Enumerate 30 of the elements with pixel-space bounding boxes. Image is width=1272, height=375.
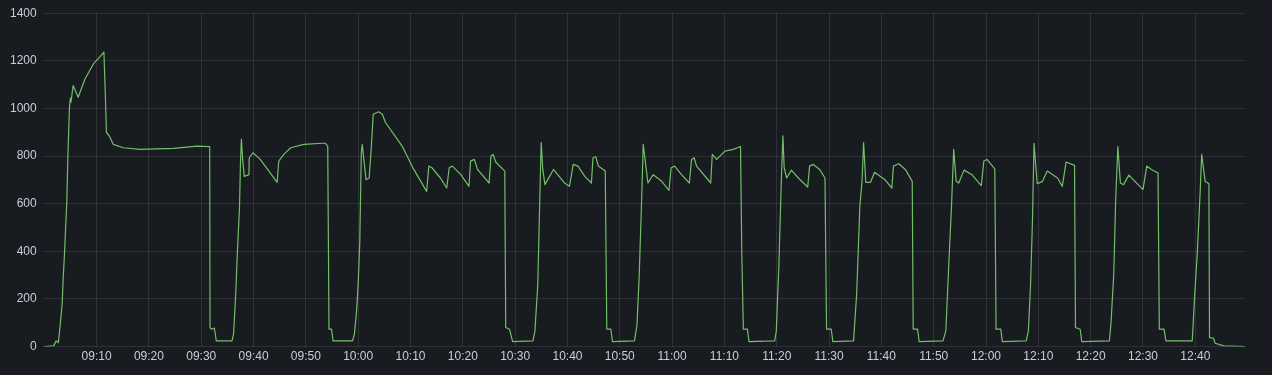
y-tick-label: 400 xyxy=(16,243,38,258)
x-tick-label: 09:10 xyxy=(81,349,112,364)
x-tick-label: 10:30 xyxy=(500,349,531,364)
x-tick-label: 10:40 xyxy=(552,349,583,364)
y-tick-label: 0 xyxy=(30,338,38,353)
x-tick-label: 10:50 xyxy=(604,349,636,364)
x-tick-label: 12:30 xyxy=(1127,349,1159,364)
x-tick-label: 12:20 xyxy=(1075,349,1106,364)
x-tick-label: 12:10 xyxy=(1023,349,1054,364)
x-tick-label: 10:20 xyxy=(447,349,479,364)
x-tick-label: 11:30 xyxy=(814,349,844,364)
y-tick-label: 1200 xyxy=(9,53,38,68)
x-tick-label: 11:10 xyxy=(709,349,740,364)
x-tick-label: 09:20 xyxy=(133,349,165,364)
x-tick-label: 11:00 xyxy=(657,349,687,364)
x-tick-label: 09:50 xyxy=(290,349,322,364)
y-tick-label: 600 xyxy=(16,196,38,211)
x-tick-label: 11:50 xyxy=(919,349,949,364)
x-tick-label: 11:20 xyxy=(762,349,792,364)
y-tick-label: 800 xyxy=(16,148,38,163)
x-tick-label: 09:40 xyxy=(238,349,269,364)
x-tick-label: 09:30 xyxy=(186,349,217,364)
x-tick-label: 12:00 xyxy=(971,349,1002,364)
x-tick-label: 12:40 xyxy=(1180,349,1211,364)
x-tick-label: 11:40 xyxy=(866,349,897,364)
y-tick-label: 1400 xyxy=(9,5,38,20)
x-tick-label: 10:00 xyxy=(343,349,374,364)
x-tick-label: 10:10 xyxy=(395,349,426,364)
y-tick-label: 200 xyxy=(16,291,38,306)
y-tick-label: 1000 xyxy=(9,100,38,115)
